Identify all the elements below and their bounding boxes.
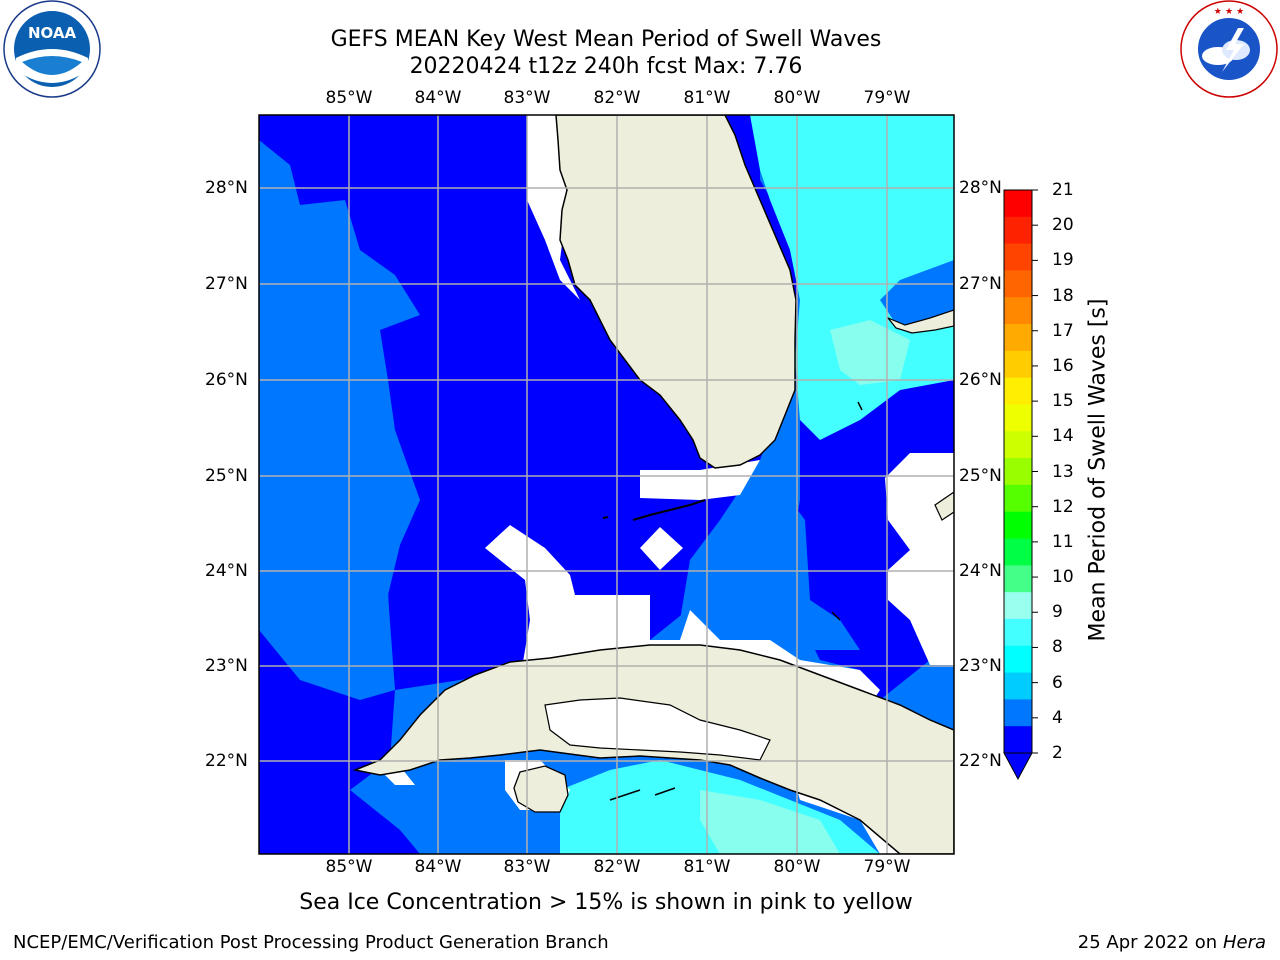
lat-label-right: 26°N <box>959 370 1002 390</box>
colorbar-segment <box>1004 404 1032 432</box>
bahamas-island <box>886 309 954 334</box>
map-frame <box>258 114 955 855</box>
colorbar-segment <box>1004 458 1032 486</box>
colorbar-segment <box>1004 350 1032 379</box>
colorbar-segment <box>1004 672 1032 700</box>
lon-label-top: 81°W <box>683 88 731 108</box>
colorbar-segment <box>1004 297 1032 325</box>
cuba-inner-bay <box>544 697 771 761</box>
graticule <box>259 115 954 854</box>
colorbar-tick-label: 21 <box>1052 180 1074 200</box>
lat-label-right: 24°N <box>959 561 1002 581</box>
colorbar-segment <box>1004 618 1032 647</box>
colorbar <box>1003 189 1038 781</box>
lon-label-top: 85°W <box>325 88 373 108</box>
lat-label-left: 24°N <box>205 561 248 581</box>
lat-label-left: 26°N <box>205 370 248 390</box>
lat-label-right: 25°N <box>959 466 1002 486</box>
footer-branch: NCEP/EMC/Verification Post Processing Pr… <box>13 932 609 953</box>
colorbar-tick-label: 18 <box>1052 285 1074 306</box>
colorbar-segment <box>1004 565 1032 593</box>
colorbar-segment <box>1004 431 1032 459</box>
noaa-logo: NOAA <box>3 0 101 98</box>
colorbar-segment <box>1004 511 1032 540</box>
isla-de-la-juventud <box>513 765 569 813</box>
colorbar-tick-label: 11 <box>1052 531 1074 552</box>
svg-text:★ ★ ★: ★ ★ ★ <box>1214 7 1244 17</box>
lon-label-top: 82°W <box>593 88 641 108</box>
lon-label-bottom: 84°W <box>414 857 462 877</box>
colorbar-segment <box>1004 592 1032 620</box>
colorbar-segment <box>1004 190 1032 218</box>
lat-label-left: 27°N <box>205 274 248 294</box>
lon-label-top: 80°W <box>773 88 821 108</box>
colorbar-tick-label: 12 <box>1052 496 1074 517</box>
footer-date: 25 Apr 2022 on Hera <box>1077 932 1266 953</box>
colorbar-tick-label: 19 <box>1052 250 1074 271</box>
lon-label-bottom: 83°W <box>503 857 551 877</box>
lat-label-left: 23°N <box>205 656 248 676</box>
colorbar-segment <box>1004 538 1032 566</box>
lon-label-top: 83°W <box>503 88 551 108</box>
ocean-mid-blue-straits <box>680 420 860 650</box>
lon-label-top: 84°W <box>414 88 462 108</box>
ocean-light-cyan-patch <box>830 320 910 385</box>
ocean-mid-blue-west <box>259 140 420 740</box>
colorbar-tick-label: 2 <box>1052 743 1063 763</box>
colorbar-segment <box>1004 243 1032 271</box>
colorbar-tick-label: 16 <box>1052 355 1074 376</box>
colorbar-segment <box>1004 270 1032 298</box>
colorbar-segment <box>1004 324 1032 352</box>
colorbar-segment <box>1004 484 1032 513</box>
colorbar-tick-label: 20 <box>1052 215 1074 236</box>
bahamas-andros <box>934 491 954 521</box>
lon-label-bottom: 80°W <box>773 857 821 877</box>
ocean-light-cyan-south <box>700 790 840 854</box>
lon-label-top: 79°W <box>863 88 911 108</box>
chart-title: GEFS MEAN Key West Mean Period of Swell … <box>330 27 882 52</box>
colorbar-segment <box>1004 377 1032 405</box>
lat-label-right: 22°N <box>959 751 1002 771</box>
colorbar-label: Mean Period of Swell Waves [s] <box>1085 298 1111 642</box>
colorbar-tick-label: 14 <box>1052 426 1074 447</box>
colorbar-segment <box>1004 699 1032 727</box>
lat-label-left: 25°N <box>205 466 248 486</box>
nws-logo: ★ ★ ★ <box>1180 0 1278 98</box>
colorbar-tick-label: 6 <box>1052 672 1063 693</box>
colorbar-segment <box>1004 726 1032 754</box>
ocean-deep-blue-sw <box>259 630 420 854</box>
lat-label-right: 28°N <box>959 178 1002 198</box>
colorbar-tick-label: 10 <box>1052 567 1074 588</box>
florida-keys <box>632 499 706 521</box>
colorbar-segment <box>1004 216 1032 245</box>
sea-ice-note: Sea Ice Concentration > 15% is shown in … <box>299 890 913 915</box>
colorbar-tick-label: 4 <box>1052 707 1063 728</box>
colorbar-tick-label: 13 <box>1052 461 1074 482</box>
lon-label-bottom: 79°W <box>863 857 911 877</box>
colorbar-extend-arrow <box>1003 752 1033 781</box>
colorbar-tick-label: 9 <box>1052 602 1063 623</box>
colorbar-tick-label: 17 <box>1052 320 1074 341</box>
no-data-patch-keys <box>640 460 760 500</box>
colorbar-segment <box>1004 645 1032 674</box>
lat-label-right: 23°N <box>959 656 1002 676</box>
lon-label-bottom: 81°W <box>683 857 731 877</box>
no-data-patch-diamond <box>640 527 683 570</box>
lat-label-left: 22°N <box>205 751 248 771</box>
colorbar-tick-label: 8 <box>1052 637 1063 658</box>
lat-label-left: 28°N <box>205 178 248 198</box>
lat-label-right: 27°N <box>959 274 1002 294</box>
lon-label-bottom: 82°W <box>593 857 641 877</box>
colorbar-tick-label: 15 <box>1052 391 1074 412</box>
noaa-logo-text: NOAA <box>28 24 77 42</box>
lon-label-bottom: 85°W <box>325 857 373 877</box>
footer-machine: Hera <box>1222 932 1266 953</box>
chart-subtitle: 20220424 t12z 240h fcst Max: 7.76 <box>409 54 803 79</box>
